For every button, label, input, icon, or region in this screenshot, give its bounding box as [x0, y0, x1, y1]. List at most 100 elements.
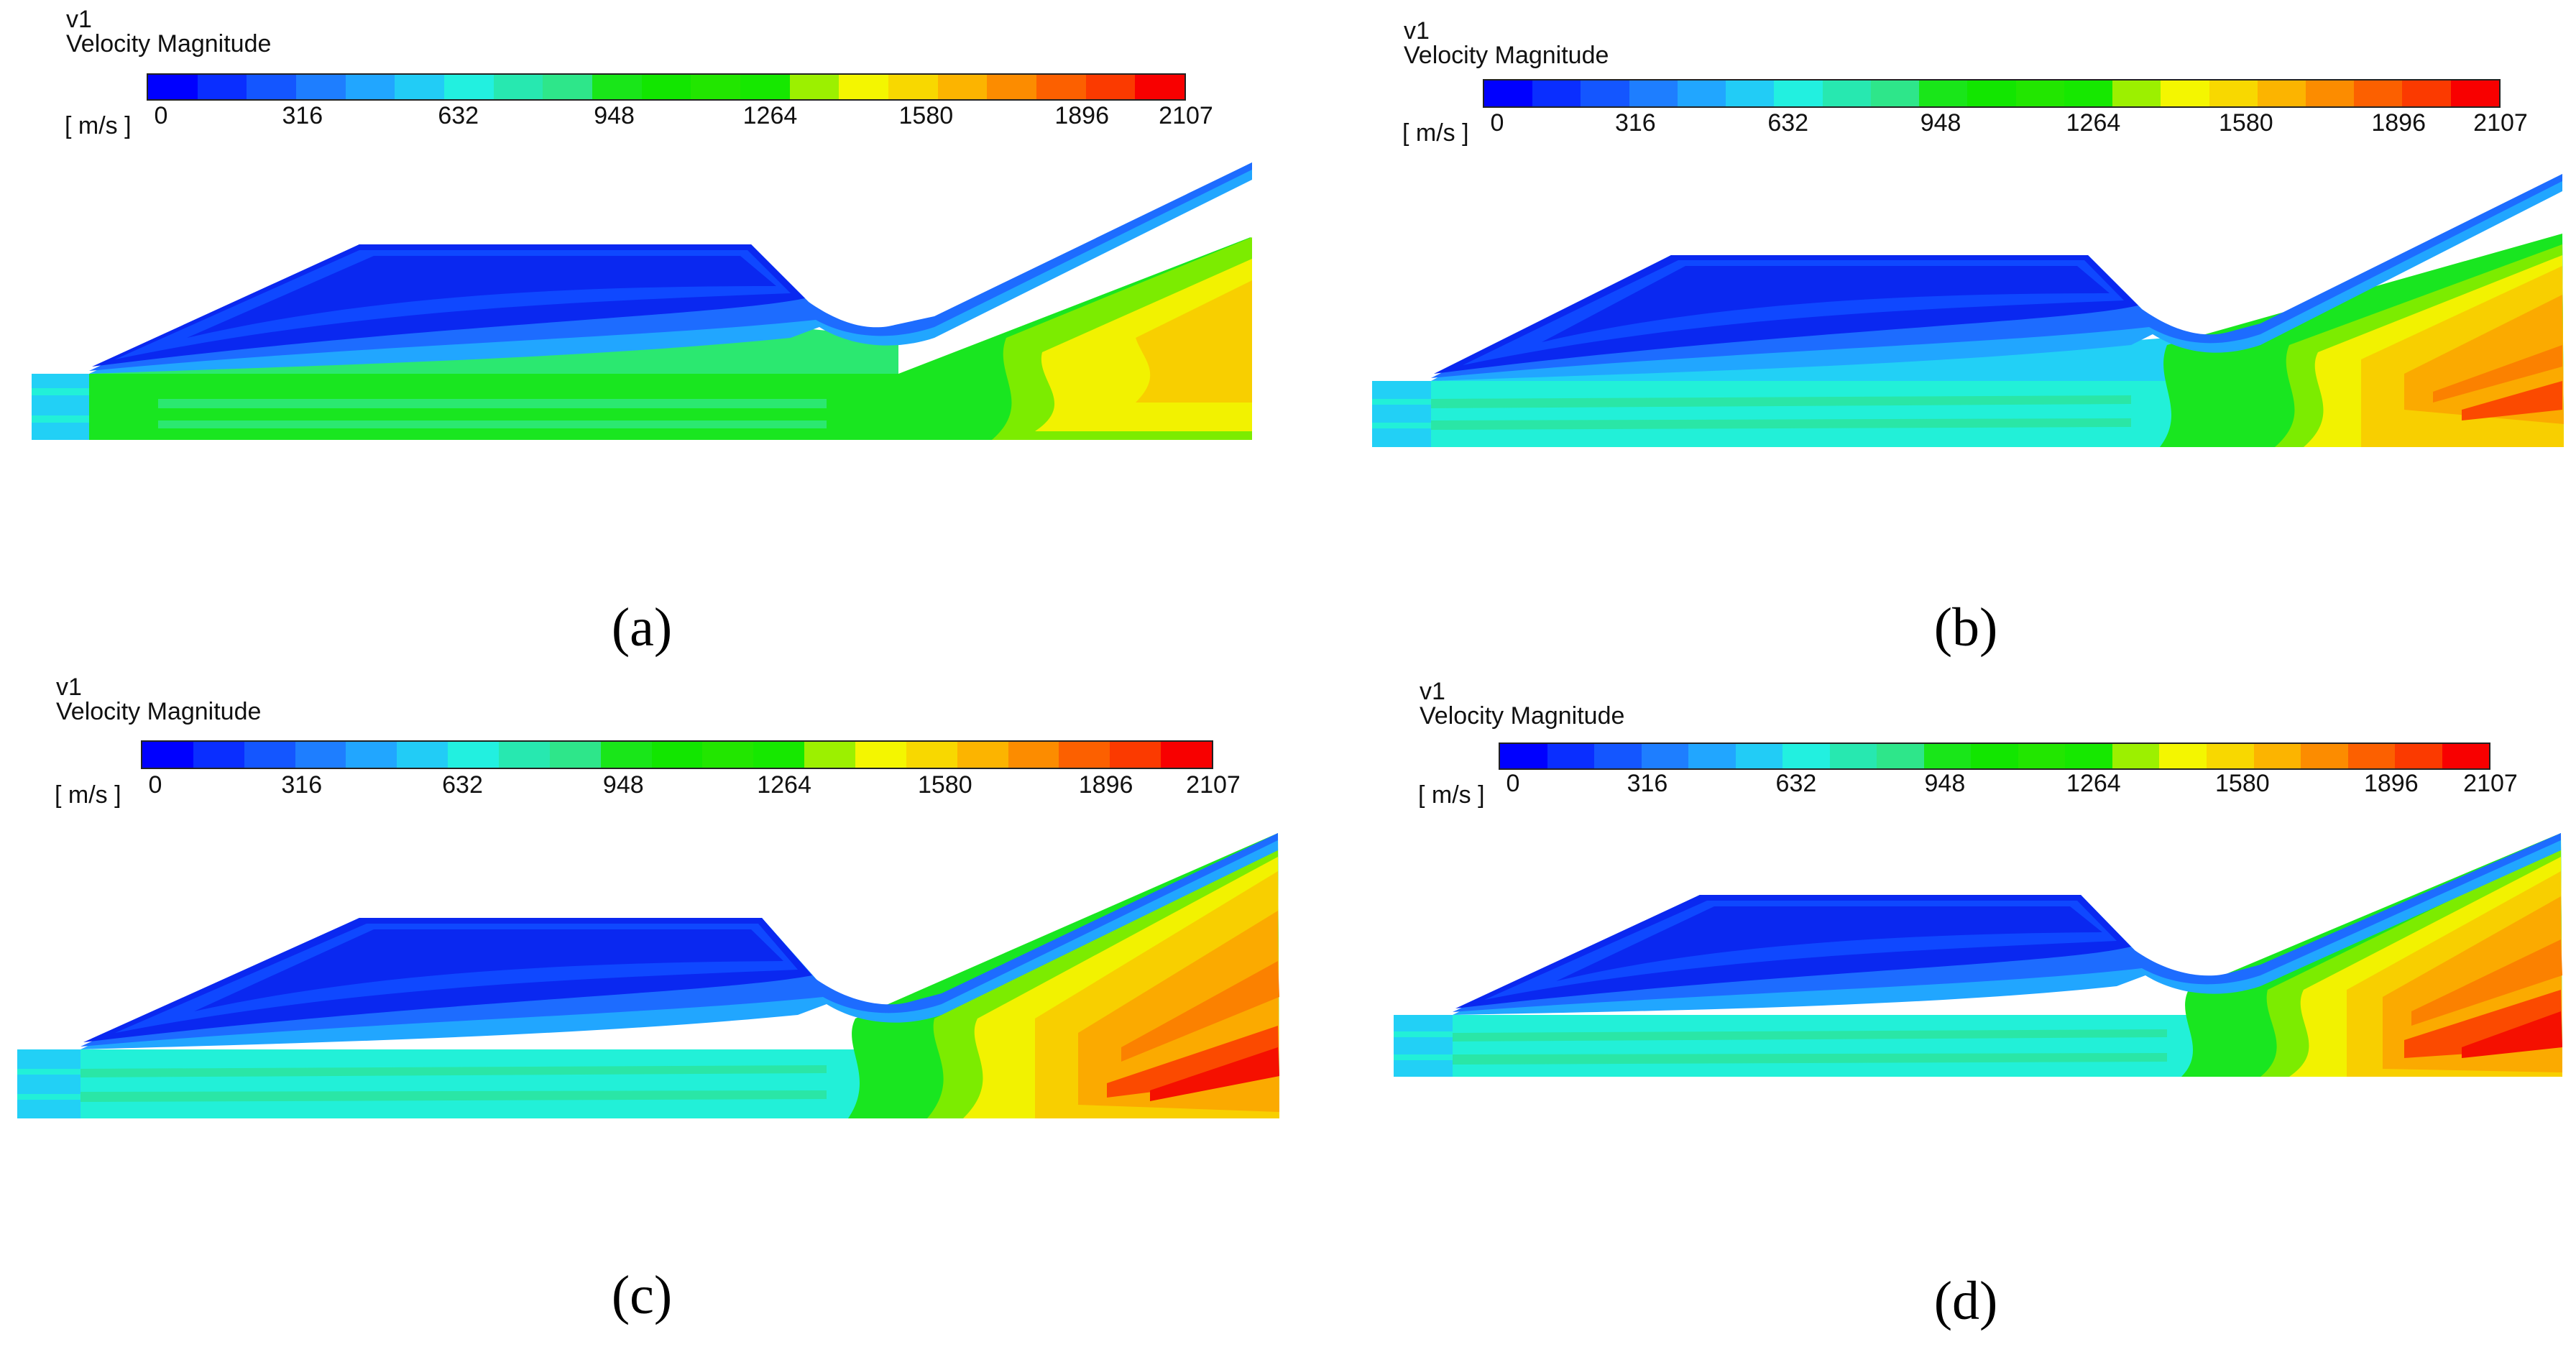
colorbar-swatch: [444, 75, 494, 99]
colorbar-swatch: [937, 75, 988, 99]
colorbar-tick-label: 632: [1767, 109, 1809, 137]
inlet-band: [1372, 399, 1431, 405]
inlet-band: [1394, 1031, 1453, 1037]
colorbar-swatch: [906, 742, 957, 768]
colorbar-tick-label: 632: [442, 771, 483, 799]
colorbar-swatch: [1059, 742, 1110, 768]
velocity-contour-field: [1372, 174, 2564, 447]
core-streak: [80, 1090, 827, 1102]
inlet-region: [17, 1049, 80, 1118]
colorbar-tick-label: 2107: [2463, 770, 2518, 797]
colorbar-tick-label: 1896: [2363, 770, 2419, 797]
expansion-streak: [2411, 939, 2562, 1026]
colorbar-tick-label: 632: [438, 102, 479, 129]
colorbar-swatch: [651, 742, 703, 768]
expansion-streak: [2462, 1011, 2562, 1058]
inlet-band: [1372, 423, 1431, 428]
colorbar: [1499, 743, 2490, 770]
colorbar-swatch: [2257, 81, 2306, 106]
colorbar-tick-label: 1264: [757, 771, 811, 799]
core-streak: [158, 399, 827, 408]
core-shear-layer: [1431, 338, 2203, 381]
panel-caption: (b): [1933, 597, 1998, 658]
inlet-band: [17, 1069, 80, 1075]
colorbar-swatch: [2206, 744, 2254, 768]
colorbar-swatch: [1967, 81, 2016, 106]
colorbar-title: Velocity Magnitude: [1420, 702, 1625, 730]
colorbar-swatch: [592, 75, 642, 99]
colorbar-tick-label: 948: [1924, 770, 1966, 797]
colorbar-swatch: [148, 75, 198, 99]
colorbar-swatch: [493, 75, 543, 99]
colorbar-variable-label: v1: [66, 6, 92, 33]
colorbar-swatch: [1774, 81, 1823, 106]
colorbar-tick-label: 2107: [2473, 109, 2528, 137]
expansion-streak: [2462, 381, 2562, 420]
colorbar-swatch: [1110, 742, 1162, 768]
colorbar-swatch: [1581, 81, 1629, 106]
colorbar-tick-label: 1896: [1078, 771, 1133, 799]
colorbar-swatch: [2402, 81, 2451, 106]
colorbar-swatch: [702, 742, 754, 768]
colorbar-swatch: [346, 742, 397, 768]
wall-region: [1556, 906, 2102, 981]
colorbar-tick-label: 0: [148, 771, 162, 799]
colorbar-swatch: [2015, 81, 2064, 106]
colorbar-tick-label: 1580: [898, 102, 954, 129]
colorbar-swatch: [1629, 81, 1678, 106]
colorbar-unit-label: [ m/s ]: [55, 781, 121, 809]
colorbar-swatch: [244, 742, 295, 768]
core-streak: [1431, 418, 2131, 430]
colorbar-tick-label: 0: [1490, 109, 1504, 137]
colorbar-swatch: [641, 75, 691, 99]
colorbar-swatch: [1135, 75, 1185, 99]
colorbar-swatch: [2305, 81, 2355, 106]
expansion-streak: [2433, 345, 2562, 403]
colorbar-swatch: [2161, 81, 2209, 106]
panel-caption: (d): [1933, 1271, 1998, 1331]
core-streak: [1453, 1053, 2167, 1065]
colorbar-tick-label: 1580: [917, 771, 972, 799]
colorbar-swatch: [1877, 744, 1924, 768]
colorbar-swatch: [2018, 744, 2066, 768]
colorbar-swatch: [197, 75, 247, 99]
velocity-contour-field: [1394, 833, 2562, 1077]
colorbar-swatch: [397, 742, 448, 768]
colorbar-swatch: [549, 742, 601, 768]
colorbar-swatch: [2301, 744, 2348, 768]
colorbar-unit-label: [ m/s ]: [65, 112, 132, 139]
colorbar-swatch: [295, 742, 346, 768]
colorbar-title: Velocity Magnitude: [1404, 42, 1609, 69]
colorbar-swatch: [957, 742, 1008, 768]
inlet-region: [32, 374, 89, 440]
colorbar-swatch: [1919, 81, 1968, 106]
colorbar-tick-label: 0: [1506, 770, 1520, 797]
wall-region: [187, 256, 776, 338]
colorbar-swatch: [543, 75, 593, 99]
colorbar: [141, 740, 1213, 769]
inlet-region: [1394, 1015, 1453, 1077]
colorbar-swatch: [1008, 742, 1059, 768]
colorbar-swatch: [2395, 744, 2442, 768]
colorbar-swatch: [2253, 744, 2301, 768]
colorbar-swatch: [753, 742, 805, 768]
colorbar-tick-label: 1264: [2066, 109, 2121, 137]
colorbar-swatch: [2064, 81, 2113, 106]
colorbar-tick-label: 316: [1627, 770, 1668, 797]
colorbar-tick-label: 0: [154, 102, 168, 129]
wall-region: [194, 929, 783, 1011]
colorbar-swatch: [1735, 744, 1783, 768]
colorbar-title: Velocity Magnitude: [66, 30, 272, 58]
colorbar-unit-label: [ m/s ]: [1402, 119, 1469, 147]
velocity-contour-field: [17, 833, 1279, 1118]
colorbar-tick-label: 1896: [2371, 109, 2426, 137]
colorbar: [147, 73, 1186, 101]
colorbar-tick-label: 632: [1775, 770, 1817, 797]
colorbar-swatch: [888, 75, 938, 99]
colorbar-swatch: [2442, 744, 2490, 768]
colorbar-swatch: [804, 742, 856, 768]
colorbar-tick-label: 2107: [1186, 771, 1241, 799]
colorbar-tick-label: 316: [281, 771, 323, 799]
colorbar-swatch: [1726, 81, 1775, 106]
colorbar-title: Velocity Magnitude: [56, 698, 262, 725]
